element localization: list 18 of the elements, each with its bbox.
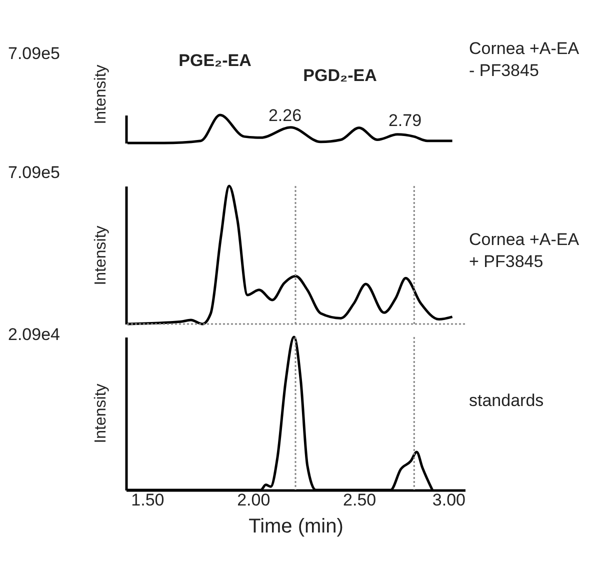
text: 2.09e4 xyxy=(8,325,60,344)
text: 7.09e5 xyxy=(8,44,60,63)
x-tick-label: 1.50 xyxy=(131,490,164,510)
text: standards xyxy=(469,391,544,410)
annotation: 2.26 xyxy=(268,106,302,125)
text: 7.09e5 xyxy=(8,163,60,182)
x-tick-label: 2.50 xyxy=(343,490,376,510)
text: Cornea +A-EA + PF3845 xyxy=(469,230,580,271)
x-tick-label: 2.00 xyxy=(237,490,270,510)
y-axis-title: Intensity xyxy=(92,226,110,286)
x-tick-label: 3.00 xyxy=(432,490,466,510)
annotation: 2.79 xyxy=(388,111,422,130)
x-axis-title: Time (min) xyxy=(248,516,344,538)
text: PGE₂-EA xyxy=(178,51,252,70)
y-axis-title: Intensity xyxy=(92,64,110,124)
text: Cornea +A-EA - PF3845 xyxy=(469,39,580,80)
text: PGD₂-EA xyxy=(303,66,377,85)
y-axis-title: Intensity xyxy=(92,384,110,444)
